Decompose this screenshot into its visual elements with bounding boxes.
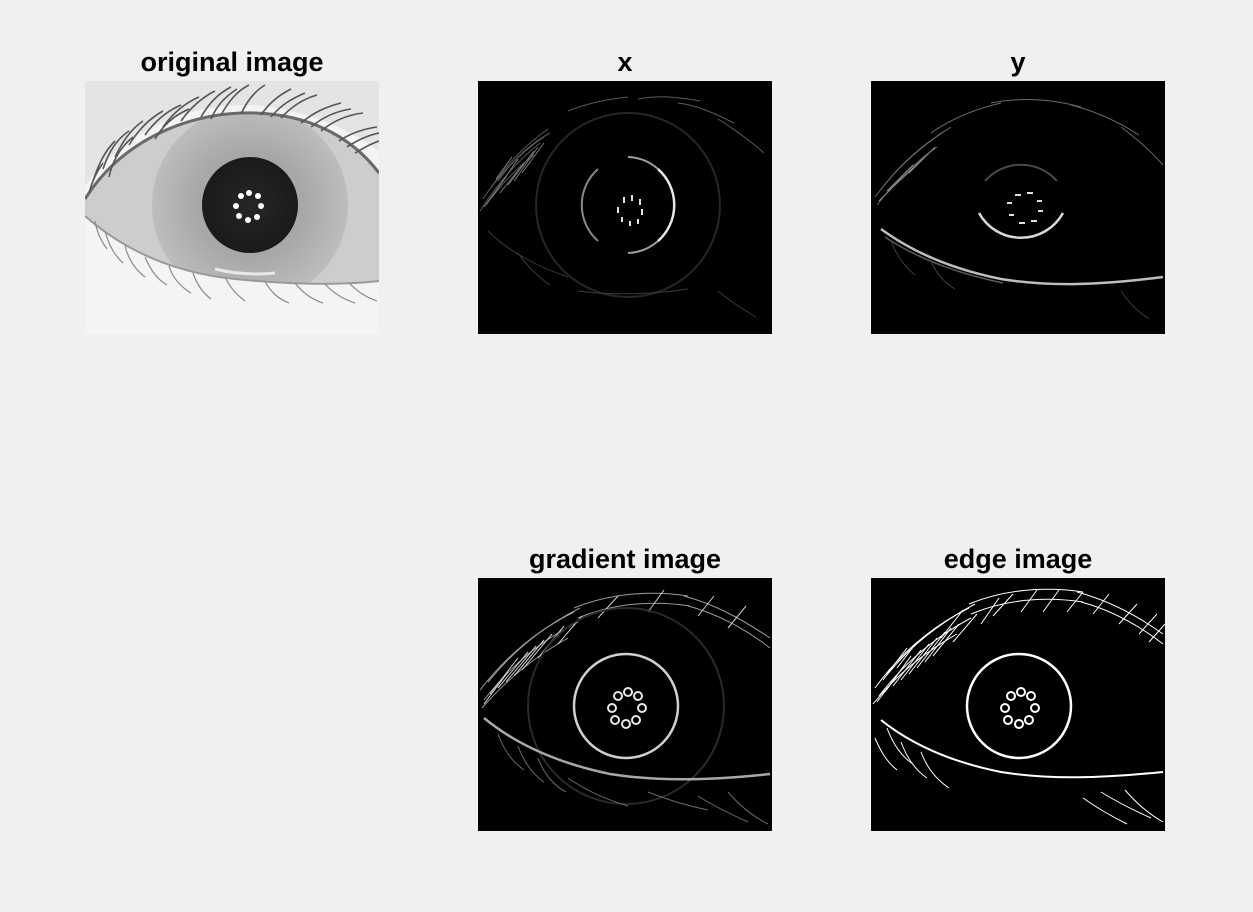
gradient-image-title: gradient image <box>528 544 722 574</box>
original-image-title: original image <box>140 47 324 77</box>
y-gradient-image <box>871 81 1165 334</box>
edge-image <box>871 578 1165 831</box>
x-gradient-image <box>478 81 772 334</box>
edge-image-title: edge image <box>943 544 1093 574</box>
x-title: x <box>617 47 633 77</box>
y-title: y <box>1010 47 1026 77</box>
eyelashes <box>88 84 379 194</box>
reflection-dots <box>233 190 264 223</box>
original-image <box>85 81 379 334</box>
gradient-magnitude-image <box>478 578 772 831</box>
